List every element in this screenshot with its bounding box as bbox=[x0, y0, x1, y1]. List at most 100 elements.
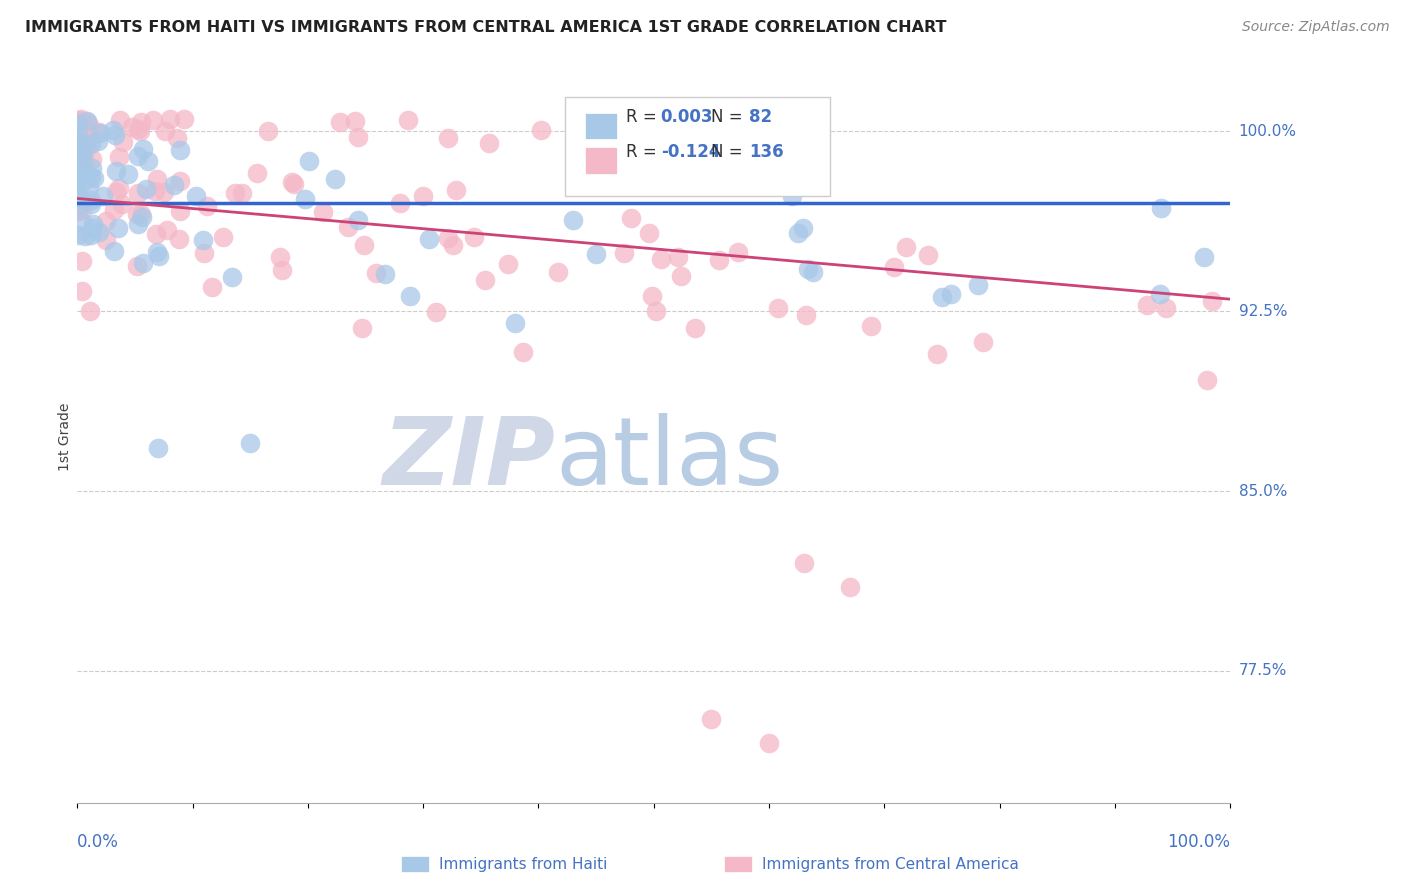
Point bbox=[129, 207, 152, 221]
Point bbox=[496, 257, 519, 271]
Point bbox=[709, 253, 731, 268]
Point bbox=[89, 225, 111, 239]
Point bbox=[111, 197, 134, 211]
Point bbox=[142, 113, 165, 128]
Point bbox=[169, 204, 191, 219]
Text: 82: 82 bbox=[749, 109, 773, 127]
Point bbox=[441, 238, 464, 252]
Point bbox=[585, 247, 607, 261]
Point bbox=[146, 172, 169, 186]
Point bbox=[1201, 293, 1223, 308]
Point bbox=[231, 186, 253, 200]
Point bbox=[67, 114, 90, 128]
Point bbox=[73, 126, 96, 140]
Point bbox=[152, 185, 174, 199]
Point bbox=[512, 345, 534, 359]
Point bbox=[418, 232, 440, 246]
Point bbox=[67, 189, 90, 203]
Point bbox=[346, 129, 368, 144]
Point bbox=[271, 263, 294, 277]
Point bbox=[931, 290, 953, 304]
Point bbox=[67, 133, 90, 147]
Point bbox=[76, 115, 98, 129]
Point bbox=[283, 178, 305, 192]
Point bbox=[69, 112, 91, 127]
Point bbox=[972, 334, 994, 349]
Point bbox=[127, 122, 149, 136]
Point bbox=[156, 223, 179, 237]
Text: N =: N = bbox=[711, 109, 748, 127]
Point bbox=[111, 135, 134, 149]
Point bbox=[797, 262, 820, 277]
Point bbox=[444, 183, 467, 197]
Point bbox=[344, 113, 367, 128]
Text: ZIP: ZIP bbox=[382, 413, 555, 505]
Point bbox=[859, 318, 882, 333]
Text: 136: 136 bbox=[749, 143, 785, 161]
Point bbox=[169, 174, 191, 188]
Point bbox=[69, 135, 91, 149]
Point bbox=[257, 124, 280, 138]
Point bbox=[67, 164, 90, 178]
Point bbox=[167, 232, 190, 246]
Point bbox=[127, 148, 149, 162]
Point bbox=[530, 123, 553, 137]
Text: 92.5%: 92.5% bbox=[1239, 303, 1286, 318]
Point bbox=[82, 220, 104, 235]
Point bbox=[105, 185, 128, 199]
Point bbox=[135, 182, 157, 196]
Point bbox=[67, 113, 90, 128]
Point bbox=[592, 121, 614, 136]
Point bbox=[478, 136, 501, 150]
Text: IMMIGRANTS FROM HAITI VS IMMIGRANTS FROM CENTRAL AMERICA 1ST GRADE CORRELATION C: IMMIGRANTS FROM HAITI VS IMMIGRANTS FROM… bbox=[25, 20, 946, 35]
Point bbox=[69, 136, 91, 150]
Text: R =: R = bbox=[626, 143, 662, 161]
Point bbox=[70, 140, 93, 154]
Point bbox=[191, 233, 214, 247]
Point bbox=[132, 142, 155, 156]
Point bbox=[201, 280, 224, 294]
Point bbox=[82, 161, 104, 176]
Point bbox=[173, 112, 195, 127]
Point bbox=[766, 301, 789, 316]
Point bbox=[94, 233, 117, 247]
Point bbox=[159, 112, 181, 127]
Point bbox=[73, 162, 96, 177]
Point bbox=[650, 252, 672, 266]
Point bbox=[67, 124, 90, 138]
Point bbox=[107, 150, 129, 164]
Point bbox=[474, 273, 496, 287]
Point bbox=[96, 214, 118, 228]
Point bbox=[163, 178, 186, 193]
Point bbox=[104, 164, 127, 178]
Point bbox=[1136, 298, 1159, 312]
Point bbox=[79, 119, 101, 133]
Point bbox=[463, 229, 485, 244]
Point bbox=[224, 186, 246, 200]
Point bbox=[700, 712, 723, 726]
Point bbox=[70, 215, 93, 229]
Point bbox=[166, 130, 188, 145]
Y-axis label: 1st Grade: 1st Grade bbox=[58, 403, 72, 471]
Point bbox=[631, 129, 654, 144]
Point bbox=[110, 113, 132, 128]
Point bbox=[1154, 301, 1177, 315]
Point bbox=[298, 153, 321, 168]
Point bbox=[637, 135, 659, 149]
Point bbox=[782, 189, 804, 203]
Point bbox=[80, 197, 103, 211]
Point bbox=[1149, 286, 1171, 301]
Point bbox=[67, 227, 90, 242]
Point bbox=[89, 126, 111, 140]
Point bbox=[79, 304, 101, 318]
Point bbox=[396, 113, 419, 128]
Point bbox=[127, 186, 149, 200]
Point bbox=[121, 120, 143, 134]
Point bbox=[70, 285, 93, 299]
Point bbox=[269, 250, 291, 264]
Point bbox=[72, 177, 94, 191]
Point bbox=[412, 189, 434, 203]
Point bbox=[67, 170, 90, 185]
Point bbox=[939, 287, 962, 301]
Point bbox=[1194, 250, 1216, 264]
